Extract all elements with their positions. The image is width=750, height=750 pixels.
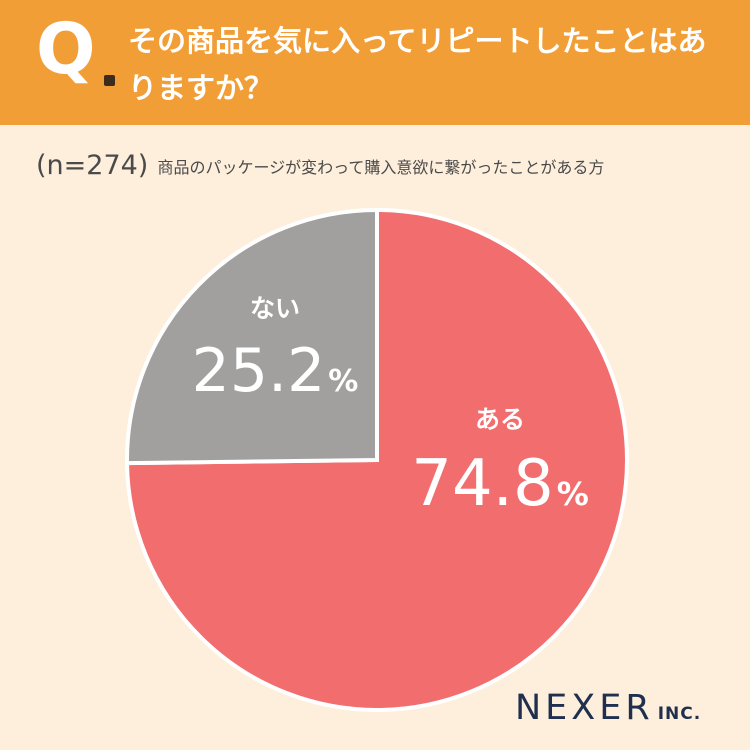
question-header: Q その商品を気に入ってリピートしたことはありますか？ — [0, 0, 750, 125]
sample-size: (n=274) — [36, 150, 149, 181]
logo-wordmark: NEXER — [515, 688, 654, 728]
pie-slice-2 — [125, 207, 379, 466]
slice-label-2: ない — [250, 294, 300, 323]
subtitle: (n=274) 商品のパッケージが変わって購入意欲に繋がったことがある方 — [36, 150, 604, 181]
question-text: その商品を気に入ってリピートしたことはありますか？ — [128, 24, 707, 105]
respondent-description: 商品のパッケージが変わって購入意欲に繋がったことがある方 — [157, 157, 605, 177]
slice-label-1: ある — [475, 405, 525, 434]
nexer-logo: NEXER INC. — [515, 688, 701, 728]
q-mark: Q — [36, 8, 95, 90]
q-dot — [104, 75, 115, 86]
slice-value-1: 74.8% — [411, 447, 589, 521]
slice-value-2: 25.2% — [192, 336, 359, 406]
logo-inc: INC. — [657, 704, 702, 724]
